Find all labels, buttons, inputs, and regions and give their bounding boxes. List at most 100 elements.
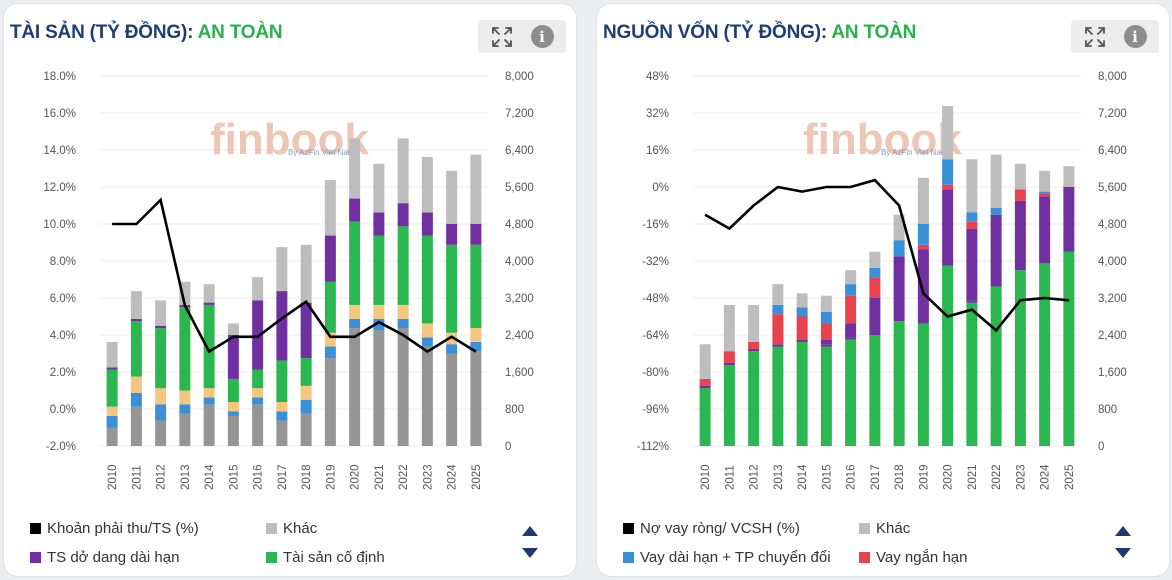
bar-segment xyxy=(917,177,929,224)
y-left-tick-label: 0% xyxy=(652,182,669,194)
y-left-tick-label: -32% xyxy=(642,256,669,268)
y-left-tick-label: 48% xyxy=(646,71,669,83)
legend-swatch xyxy=(30,523,41,534)
bar-segment xyxy=(227,323,239,335)
bar-segment xyxy=(845,270,857,285)
legend-up-arrow-icon[interactable] xyxy=(1115,526,1131,536)
legend-item-ratio[interactable]: Nợ vay ròng/ VCSH (%) xyxy=(623,520,800,537)
y-left-tick-label: -112% xyxy=(637,441,669,453)
bar-segment xyxy=(155,420,167,446)
bar-segment xyxy=(748,351,760,446)
bar-segment xyxy=(300,385,312,400)
y-left-tick-label: 14.0% xyxy=(43,145,76,157)
y-right-tick-label: 8,000 xyxy=(1098,71,1127,83)
bar-segment xyxy=(349,138,361,199)
bar-segment xyxy=(155,328,167,389)
bar-segment xyxy=(252,404,264,446)
y-left-tick-label: -16% xyxy=(642,219,669,231)
bar-segment xyxy=(1014,189,1026,201)
bar-segment xyxy=(252,277,264,301)
bar-segment xyxy=(300,358,312,386)
bar-segment xyxy=(252,388,264,398)
bar-segment xyxy=(324,346,336,359)
legend-item-construction[interactable]: TS dở dang dài hạn xyxy=(30,549,179,566)
legend-swatch xyxy=(859,552,870,563)
legend-swatch xyxy=(266,552,277,563)
watermark-brand: finbook xyxy=(210,115,369,164)
bar-segment xyxy=(845,323,857,338)
bar-segment xyxy=(893,256,905,322)
bar-segment xyxy=(349,304,361,319)
bar-segment xyxy=(990,286,1002,446)
bar-segment xyxy=(893,321,905,446)
bar-segment xyxy=(130,318,142,322)
bar-segment xyxy=(227,415,239,446)
info-icon: i xyxy=(530,25,554,48)
bar-segment xyxy=(845,339,857,446)
bar-segment xyxy=(130,321,142,377)
bar-segment xyxy=(796,307,808,317)
bar-segment xyxy=(203,284,215,303)
bar-segment xyxy=(324,281,336,333)
x-tick-label: 2013 xyxy=(773,464,785,490)
bar-segment xyxy=(772,284,784,305)
bar-segment xyxy=(1063,166,1075,187)
y-left-tick-label: 16.0% xyxy=(43,108,76,120)
bar-segment xyxy=(300,302,312,359)
legend-down-arrow-icon[interactable] xyxy=(1115,548,1131,558)
y-left-tick-label: 12.0% xyxy=(43,182,76,194)
y-left-tick-label: 32% xyxy=(646,108,669,120)
bar-segment xyxy=(421,156,433,213)
y-right-tick-label: 3,200 xyxy=(1098,293,1127,305)
bar-segment xyxy=(203,397,215,405)
bar-segment xyxy=(917,244,929,250)
y-right-tick-label: 4,000 xyxy=(1098,256,1127,268)
bar-segment xyxy=(942,265,954,446)
x-tick-label: 2010 xyxy=(107,464,119,490)
bar-segment xyxy=(397,318,409,329)
y-right-tick-label: 7,200 xyxy=(505,108,534,120)
info-button[interactable]: i xyxy=(1115,20,1155,53)
info-icon: i xyxy=(1123,25,1147,48)
bar-segment xyxy=(324,235,336,282)
legend-item-other[interactable]: Khác xyxy=(266,520,317,537)
legend-item-ratio[interactable]: Khoản phải thu/TS (%) xyxy=(30,520,199,537)
bar-segment xyxy=(470,244,482,329)
bar-segment xyxy=(421,337,433,347)
bar-segment xyxy=(820,311,832,324)
legend-pager xyxy=(1115,526,1131,562)
legend-up-arrow-icon[interactable] xyxy=(522,526,538,536)
legend-item-other[interactable]: Khác xyxy=(859,520,910,537)
bar-segment xyxy=(252,300,264,370)
y-left-tick-label: 6.0% xyxy=(50,293,76,305)
bar-segment xyxy=(421,212,433,236)
bar-segment xyxy=(155,388,167,405)
legend-down-arrow-icon[interactable] xyxy=(522,548,538,558)
legend-item-fixed-assets[interactable]: Tài sản cố định xyxy=(266,549,385,566)
x-tick-label: 2016 xyxy=(846,464,858,490)
x-tick-label: 2023 xyxy=(422,464,434,490)
bar-segment xyxy=(324,358,336,446)
bar-segment xyxy=(820,346,832,446)
legend-swatch xyxy=(623,523,634,534)
y-right-tick-label: 1,600 xyxy=(1098,367,1127,379)
bar-segment xyxy=(446,224,458,245)
bar-segment xyxy=(421,235,433,324)
bar-segment xyxy=(1039,193,1051,197)
y-right-tick-label: 4,800 xyxy=(505,219,534,231)
bar-segment xyxy=(699,388,711,446)
bar-segment xyxy=(796,341,808,446)
ratio-line xyxy=(704,178,1070,333)
x-tick-label: 2022 xyxy=(398,464,410,490)
bar-segment xyxy=(869,335,881,446)
bar-segment xyxy=(917,323,929,446)
expand-button[interactable] xyxy=(1075,20,1115,53)
chart-toolbar: i xyxy=(1071,20,1159,53)
info-button[interactable]: i xyxy=(522,20,562,53)
bar-segment xyxy=(748,348,760,352)
legend-item-short-term-debt[interactable]: Vay ngắn hạn xyxy=(859,549,967,566)
legend-item-long-term-debt[interactable]: Vay dài hạn + TP chuyển đổi xyxy=(623,549,831,566)
expand-button[interactable] xyxy=(482,20,522,53)
bar-segment xyxy=(349,328,361,446)
bar-segment xyxy=(203,304,215,389)
